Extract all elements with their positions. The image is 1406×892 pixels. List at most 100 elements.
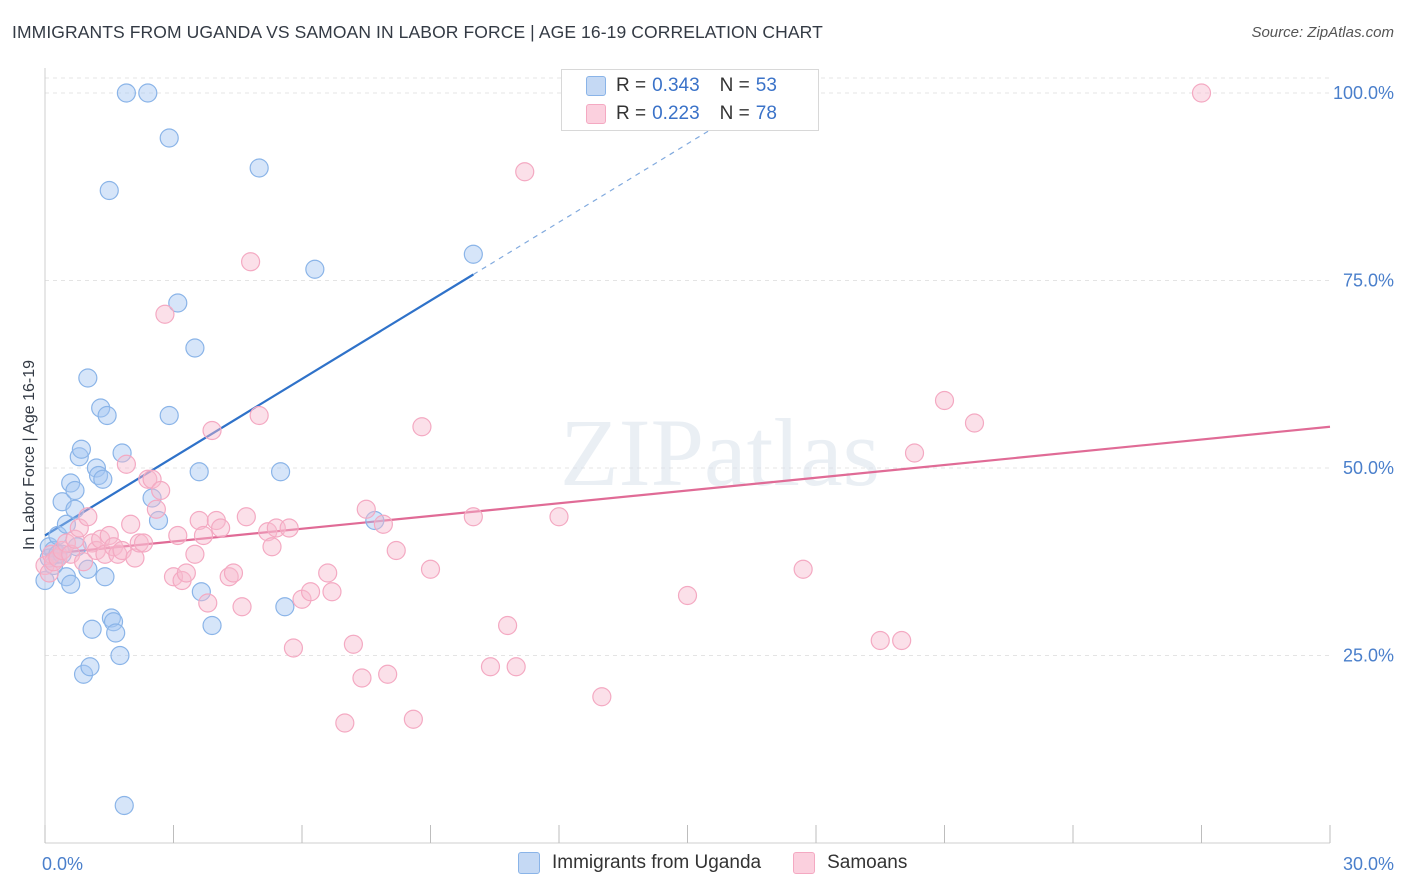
y-tick-label-75: 75.0% <box>1343 271 1394 291</box>
samoans-point-76 <box>870 630 890 651</box>
samoans-point-81 <box>1191 83 1212 103</box>
n-label: N = <box>719 75 750 96</box>
uganda-point-52 <box>463 244 483 264</box>
samoans-point-67 <box>480 657 501 677</box>
uganda-point-50 <box>305 259 325 279</box>
samoans-point-11 <box>78 507 98 527</box>
samoans-point-37 <box>198 593 218 613</box>
samoans-point-44 <box>236 507 256 527</box>
samoans-point-80 <box>964 413 985 433</box>
samoans-point-27 <box>146 499 166 519</box>
samoans-point-63 <box>403 709 423 729</box>
uganda-point-46 <box>202 615 222 636</box>
samoans-point-55 <box>322 582 342 602</box>
samoans-point-22 <box>125 548 145 568</box>
uganda-point-45 <box>191 582 211 602</box>
samoans-point-35 <box>189 510 209 531</box>
samoans-point-56 <box>335 713 355 733</box>
axes <box>44 68 1331 844</box>
samoans-point-66 <box>463 507 483 527</box>
x-tick-label-max: 30.0% <box>1343 854 1394 874</box>
legend-label-samoans: Samoans <box>827 852 908 873</box>
data-points <box>35 83 1212 816</box>
legend-item-samoans[interactable]: Samoans <box>793 852 907 874</box>
samoans-point-1 <box>39 563 59 583</box>
x-tick-label-min: 0.0% <box>42 854 83 874</box>
samoans-swatch-icon <box>586 104 606 124</box>
uganda-point-28 <box>97 405 117 426</box>
uganda-point-43 <box>185 338 205 358</box>
samoans-point-28 <box>151 480 171 501</box>
samoans-point-71 <box>549 507 569 527</box>
uganda-point-25 <box>91 398 111 418</box>
samoans-point-69 <box>506 657 526 677</box>
samoans-point-70 <box>515 162 535 182</box>
y-tick-label-25: 25.0% <box>1343 646 1394 666</box>
uganda-point-35 <box>114 795 134 816</box>
samoans-point-65 <box>420 559 441 579</box>
tick-labels: 25.0% 50.0% 75.0% 100.0% 0.0% 30.0% <box>42 83 1394 874</box>
samoans-point-29 <box>155 304 175 324</box>
samoans-point-40 <box>211 518 231 538</box>
y-tick-label-100: 100.0% <box>1333 83 1394 103</box>
samoans-point-34 <box>185 544 205 564</box>
samoans-point-53 <box>300 582 321 602</box>
watermark: ZIPatlas <box>560 399 880 506</box>
uganda-point-34 <box>112 443 132 463</box>
samoans-point-46 <box>249 405 269 426</box>
uganda-point-44 <box>189 462 209 482</box>
uganda-point-27 <box>95 567 115 587</box>
stats-row-uganda: R = 0.343 N = 53 <box>586 72 777 100</box>
samoans-point-60 <box>373 514 393 534</box>
uganda-point-40 <box>159 405 179 426</box>
samoans-point-61 <box>378 664 398 684</box>
n-label: N = <box>719 103 750 124</box>
uganda-point-32 <box>106 623 126 643</box>
uganda-point-48 <box>270 462 291 482</box>
uganda-point-18 <box>73 664 94 684</box>
samoans-point-78 <box>904 443 925 463</box>
samoans-point-75 <box>793 559 813 579</box>
uganda-point-42 <box>168 293 188 313</box>
y-tick-label-50: 50.0% <box>1343 458 1394 478</box>
uganda-trend-line <box>44 273 474 537</box>
samoans-point-62 <box>386 540 406 561</box>
samoans-point-57 <box>343 634 363 654</box>
uganda-r-value: 0.343 <box>652 75 700 96</box>
uganda-n-value: 53 <box>755 75 777 96</box>
uganda-point-14 <box>65 480 85 501</box>
legend-label-uganda: Immigrants from Uganda <box>552 852 762 873</box>
uganda-point-11 <box>61 574 81 594</box>
samoans-point-10 <box>73 552 94 572</box>
uganda-point-49 <box>275 597 295 617</box>
samoans-point-77 <box>892 630 912 651</box>
uganda-point-16 <box>69 447 89 467</box>
uganda-legend-swatch-icon <box>518 852 540 874</box>
samoans-point-74 <box>677 585 698 606</box>
samoans-point-43 <box>232 597 252 617</box>
samoans-point-45 <box>241 252 261 272</box>
uganda-swatch-icon <box>586 76 606 96</box>
samoans-n-value: 78 <box>755 103 777 124</box>
uganda-point-33 <box>110 645 130 666</box>
uganda-point-37 <box>138 83 158 103</box>
samoans-point-54 <box>318 563 338 583</box>
samoans-point-25 <box>138 469 158 489</box>
samoans-legend-swatch-icon <box>793 852 816 874</box>
uganda-point-20 <box>78 368 98 388</box>
samoans-point-58 <box>352 668 372 688</box>
samoans-point-42 <box>223 563 244 583</box>
uganda-point-22 <box>82 619 102 639</box>
uganda-point-36 <box>116 83 136 103</box>
legend: Immigrants from Uganda Samoans <box>518 852 939 874</box>
samoans-point-33 <box>176 563 196 583</box>
samoans-r-value: 0.223 <box>652 103 700 124</box>
samoans-point-31 <box>168 525 188 546</box>
samoans-point-20 <box>116 454 136 474</box>
samoans-point-38 <box>202 420 222 441</box>
uganda-point-23 <box>86 458 107 478</box>
legend-item-uganda[interactable]: Immigrants from Uganda <box>518 852 761 874</box>
uganda-point-47 <box>249 158 269 178</box>
uganda-point-29 <box>99 180 119 201</box>
